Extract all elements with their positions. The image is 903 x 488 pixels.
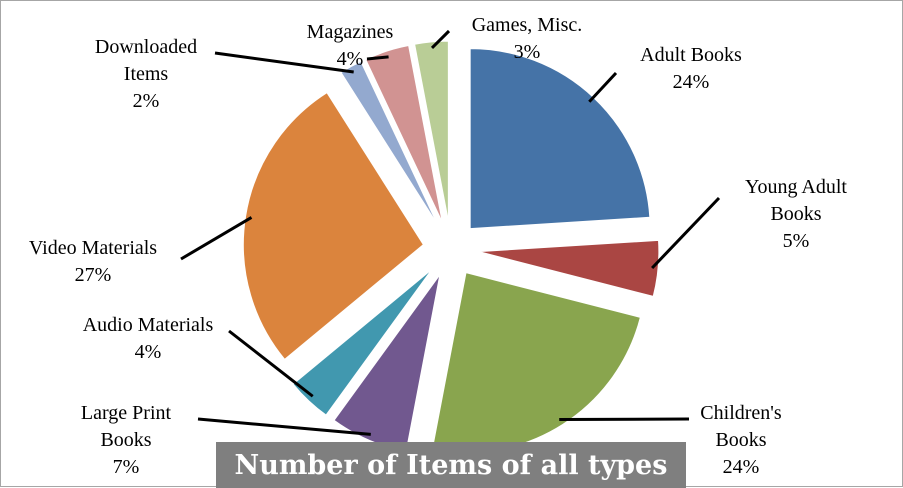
pie-slice-young-adult-books xyxy=(478,239,660,298)
pie-slice-games-misc xyxy=(414,40,449,222)
leader-line-video-materials xyxy=(180,216,253,261)
leader-line-young-adult-books xyxy=(651,196,721,270)
data-label-downloaded-items: Downloaded Items 2% xyxy=(95,36,197,112)
data-label-adult-books: Adult Books 24% xyxy=(640,44,742,93)
data-label-games-misc: Games, Misc. 3% xyxy=(472,14,583,63)
leader-line-magazines xyxy=(366,55,389,61)
data-label-young-adult-books: Young Adult Books 5% xyxy=(745,176,847,252)
leader-line-downloaded-items xyxy=(214,51,354,74)
data-label-audio-materials: Audio Materials 4% xyxy=(83,314,214,363)
leader-line-games-misc xyxy=(430,29,451,49)
data-label-magazines: Magazines 4% xyxy=(307,21,394,70)
leader-line-audio-materials xyxy=(228,329,314,398)
pie-slice-audio-materials xyxy=(292,269,433,416)
data-label-large-print-books: Large Print Books 7% xyxy=(81,402,172,478)
chart-title-box: Number of Items of all types xyxy=(216,442,686,488)
leader-line-children-s-books xyxy=(559,417,690,422)
pie-slice-adult-books xyxy=(469,48,651,230)
pie-slice-children-s-books xyxy=(431,272,641,454)
leader-line-large-print-books xyxy=(197,417,371,436)
leader-line-adult-books xyxy=(588,71,618,103)
data-label-children-s-books: Children's Books 24% xyxy=(700,402,782,478)
pie-slice-downloaded-items xyxy=(340,60,438,225)
pie-slice-magazines xyxy=(365,44,443,223)
pie-slice-video-materials xyxy=(242,91,425,361)
chart-title: Number of Items of all types xyxy=(234,449,668,481)
data-label-video-materials: Video Materials 27% xyxy=(29,237,157,286)
